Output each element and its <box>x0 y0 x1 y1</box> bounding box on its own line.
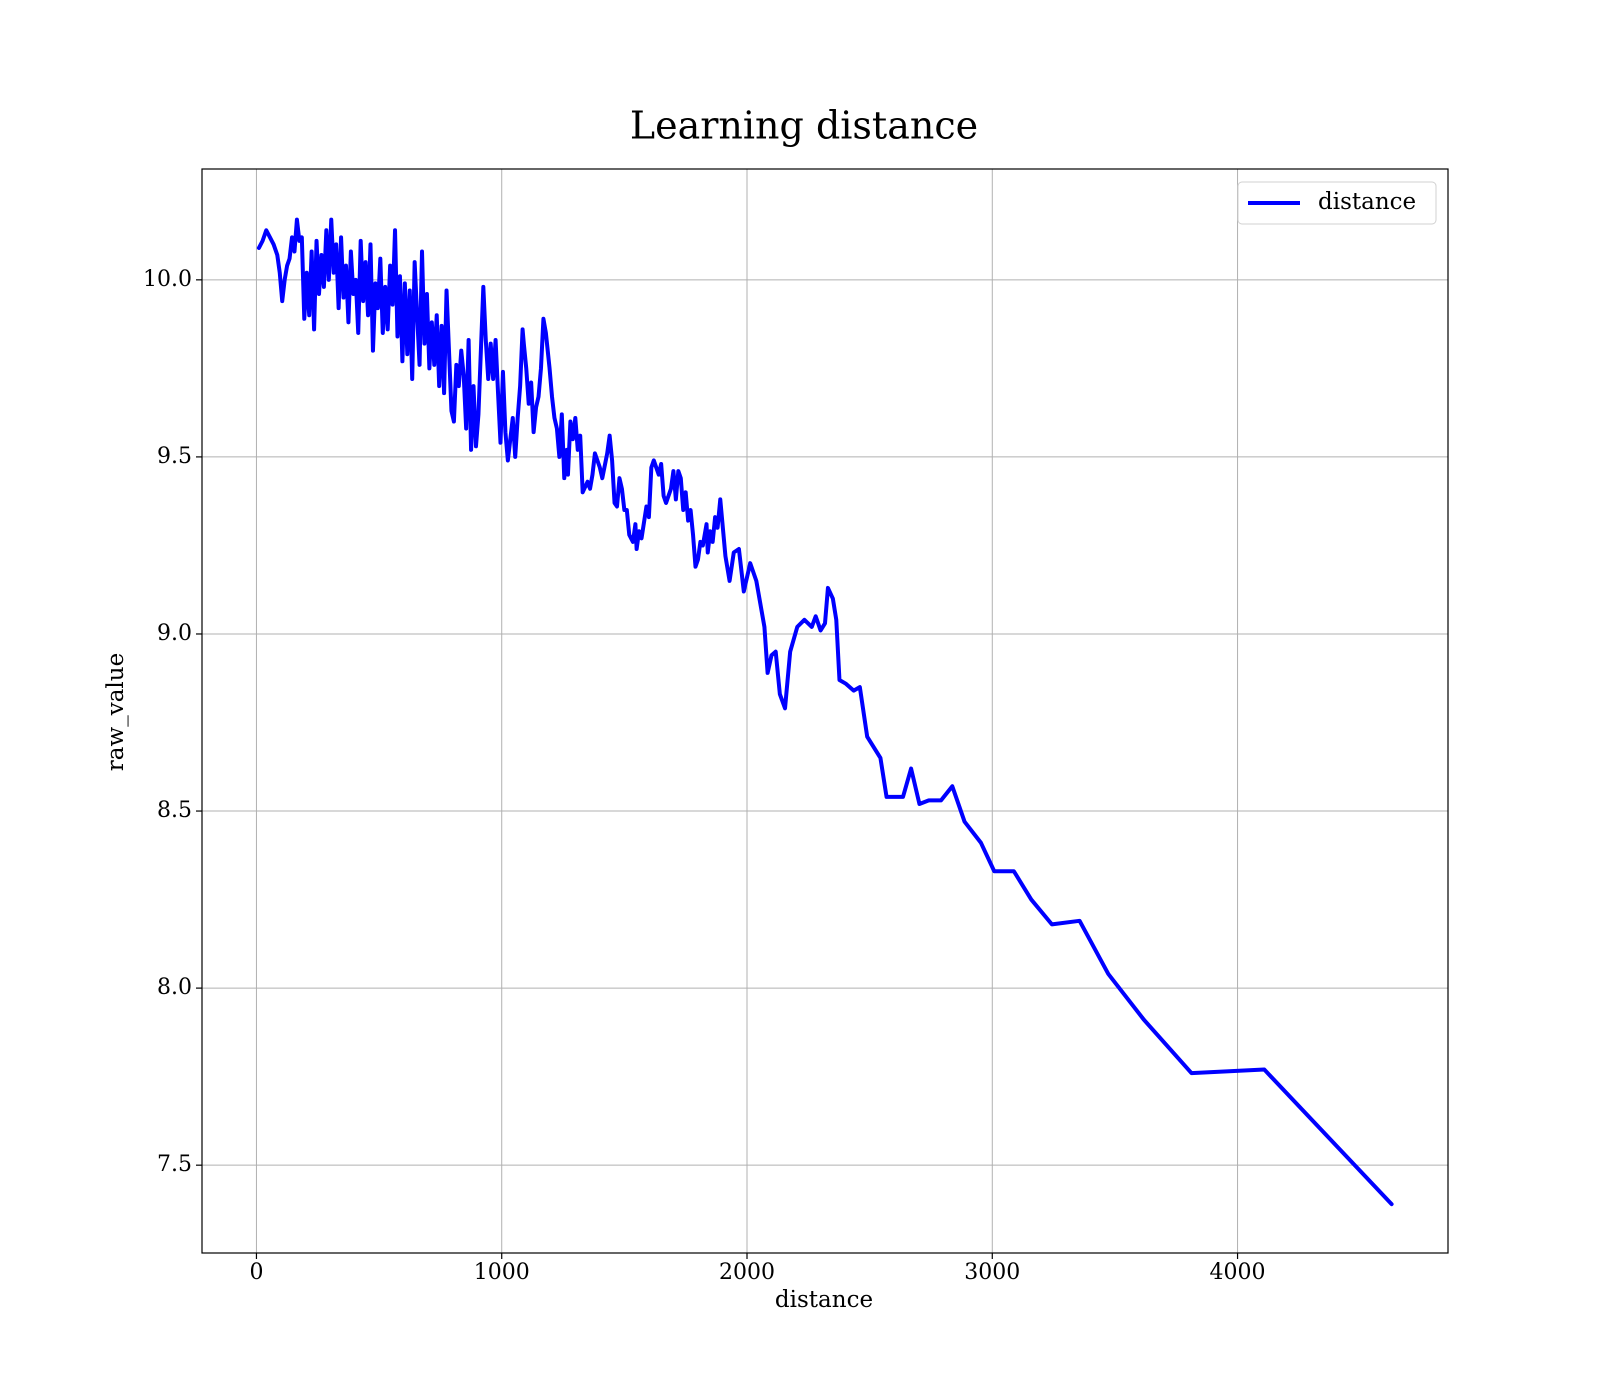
plot-frame <box>201 168 1449 1254</box>
x-tick-label: 4000 <box>1210 1260 1266 1285</box>
line <box>256 217 1394 1207</box>
x-axis-label: distance <box>775 1287 873 1313</box>
legend-label: distance <box>1318 189 1416 215</box>
chart-title: Learning distance <box>630 104 978 148</box>
x-tick-label: 2000 <box>719 1260 775 1285</box>
y-tick-label: 9.5 <box>157 444 192 469</box>
y-tick-label: 10.0 <box>143 267 192 292</box>
x-tick-label: 1000 <box>474 1260 530 1285</box>
y-tick-label: 8.0 <box>157 975 192 1000</box>
legend-box <box>1237 181 1437 225</box>
y-tick-label: 8.5 <box>157 798 192 823</box>
x-tick-label: 0 <box>249 1260 263 1285</box>
y-tick-label: 9.0 <box>157 621 192 646</box>
y-axis-label: raw_value <box>103 653 129 771</box>
x-tick-label: 3000 <box>964 1260 1020 1285</box>
y-tick-label: 7.5 <box>157 1152 192 1177</box>
